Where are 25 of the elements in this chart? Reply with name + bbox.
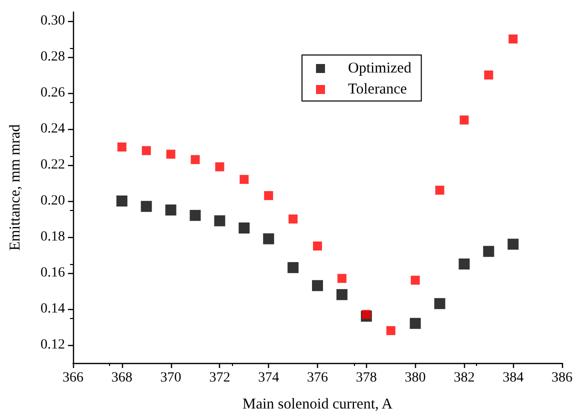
y-tick-label: 0.22 [40,158,65,172]
x-tick-label: 366 [62,370,84,386]
x-tick-label: 376 [307,370,328,386]
x-tick-label: 380 [404,370,426,386]
legend-label: Optimized [348,60,412,76]
x-tick-label: 378 [356,370,377,386]
y-tick-label: 0.14 [40,302,65,316]
x-tick-label: 382 [454,370,475,386]
y-tick-label: 0.24 [40,122,65,136]
x-tick-label: 374 [258,370,280,386]
y-tick-label: 0.18 [40,230,65,244]
y-axis-title: Emittance, mm mrad [8,124,24,251]
x-tick-label: 368 [111,370,132,386]
x-tick-label: 370 [160,370,182,386]
y-tick-label: 0.20 [40,194,65,208]
y-tick-label: 0.26 [40,86,65,100]
y-tick-label: 0.16 [40,266,65,280]
x-axis-title: Main solenoid current, A [242,396,393,412]
x-tick-label: 386 [552,370,572,386]
x-tick-label: 372 [209,370,230,386]
x-tick-label: 384 [502,370,524,386]
y-tick-label: 0.28 [40,50,65,64]
legend-label: Tolerance [348,82,408,98]
y-tick-label: 0.12 [40,338,65,352]
y-tick-label: 0.30 [40,14,65,28]
